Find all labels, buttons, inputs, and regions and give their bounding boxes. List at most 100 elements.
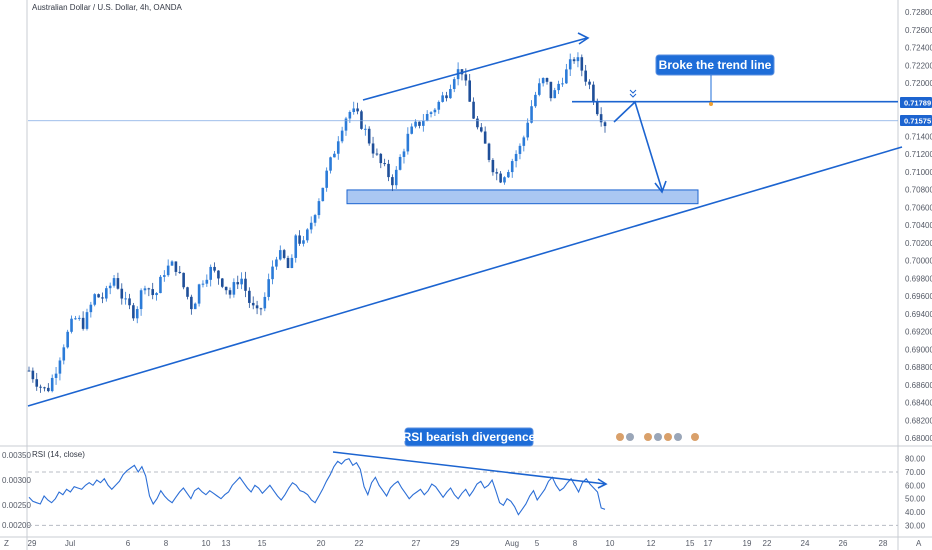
candle-body [190, 296, 193, 310]
candle-body [367, 128, 371, 144]
broke-trend-anchor-dot [709, 102, 713, 106]
candle-body [294, 235, 298, 258]
candle-body [329, 157, 332, 171]
support-zone-group [346, 189, 699, 205]
candle-body [124, 298, 127, 300]
candle-body [159, 276, 162, 294]
last-price-tag: 0.71575 [900, 115, 932, 126]
support-zone [346, 189, 699, 205]
economic-events-icons[interactable] [616, 433, 699, 441]
candle-body [541, 77, 545, 84]
candle-body [464, 74, 468, 81]
candle-body [364, 128, 367, 130]
candle-body [182, 272, 185, 288]
candle-body [39, 386, 42, 388]
candle-body [116, 278, 120, 289]
candle-body [213, 266, 216, 271]
candle-body [379, 153, 383, 164]
candle-body [344, 118, 348, 131]
resistance-price-tag-bg [900, 97, 932, 108]
candle-body [228, 290, 232, 295]
last-price-tag-text: 0.71575 [904, 117, 931, 126]
candle-body [163, 275, 166, 277]
candle-body [244, 278, 247, 291]
candle-body [565, 69, 568, 84]
candle-body [495, 172, 499, 174]
candle-body [278, 250, 282, 260]
rsi-divergence-callout-box [404, 427, 534, 447]
candle-body [371, 143, 375, 154]
event-flag-icon[interactable] [664, 433, 672, 441]
candle-body [27, 370, 31, 372]
time-tick-label: 27 [412, 539, 421, 548]
candle-body [205, 279, 209, 284]
time-tick-label: Aug [505, 539, 519, 548]
candle-body [553, 90, 557, 99]
candle-body [537, 83, 541, 95]
price-tick-label: 0.69600 [905, 292, 932, 301]
price-tick-label: 0.69800 [905, 274, 932, 283]
candle-body [576, 57, 580, 62]
candle-body [275, 259, 278, 267]
timezone-button[interactable]: Z [4, 539, 9, 548]
event-flag-icon[interactable] [674, 433, 682, 441]
trend-drawings [27, 32, 903, 407]
candle-body [479, 127, 483, 132]
rsi-right-tick-label: 30.00 [905, 521, 926, 530]
candle-body [425, 113, 429, 121]
event-flag-icon[interactable] [691, 433, 699, 441]
price-tick-label: 0.68600 [905, 381, 932, 390]
candle-body [503, 177, 506, 183]
resistance-price-tag-text: 0.71789 [904, 99, 931, 108]
price-tick-label: 0.71000 [905, 168, 932, 177]
candle-body [248, 290, 251, 303]
candle-body [391, 177, 394, 186]
rsi-left-tick-label: 0.00200 [2, 521, 31, 530]
rsi-axis[interactable]: 0.00350 0.00300 0.00250 0.00200 80.00 70.00 60… [2, 451, 926, 530]
candle-body [70, 318, 73, 332]
candle-body [588, 81, 591, 85]
candle-body [433, 109, 437, 113]
rsi-divergence-callout[interactable]: RSI bearish divergence [403, 427, 536, 447]
time-tick-label: 29 [28, 539, 37, 548]
candle-body [526, 122, 529, 138]
rsi-left-tick-label: 0.00300 [2, 476, 31, 485]
time-tick-label: 8 [573, 539, 578, 548]
event-flag-icon[interactable] [654, 433, 662, 441]
candle-body [410, 126, 414, 134]
candle-body [487, 143, 491, 160]
candle-body [302, 240, 305, 244]
time-tick-label: 22 [355, 539, 364, 548]
price-tick-label: 0.71400 [905, 132, 932, 141]
candle-body [298, 235, 301, 244]
candle-body [85, 312, 89, 329]
candle-body [31, 370, 35, 380]
candle-body [437, 101, 441, 110]
event-flag-icon[interactable] [644, 433, 652, 441]
candle-body [406, 133, 410, 152]
broke-trend-callout[interactable]: Broke the trend line [655, 54, 775, 106]
candle-body [445, 95, 448, 99]
candle-body [510, 161, 514, 173]
candle-body [309, 222, 313, 230]
price-tick-label: 0.72600 [905, 26, 932, 35]
candle-body [259, 308, 263, 310]
candle-body [352, 108, 356, 112]
price-tick-label: 0.68200 [905, 416, 932, 425]
price-axis[interactable]: 0.728000.726000.724000.722000.720000.718… [905, 8, 932, 443]
rsi-right-tick-label: 50.00 [905, 495, 926, 504]
event-flag-icon[interactable] [626, 433, 634, 441]
broke-trend-callout-text: Broke the trend line [659, 58, 772, 72]
candle-body [592, 84, 595, 103]
rsi-right-tick-label: 70.00 [905, 468, 926, 477]
candle-body [217, 270, 220, 279]
candle-body [170, 261, 174, 266]
scale-settings-icon[interactable]: A [916, 539, 922, 548]
candle-body [460, 69, 464, 75]
time-axis[interactable]: 29 Jul 6 8 10 13 15 20 22 27 29 Aug 5 8 10 12 15 17 19 22 24… [28, 539, 888, 548]
price-tick-label: 0.69200 [905, 328, 932, 337]
price-tick-label: 0.70800 [905, 186, 932, 195]
event-flag-icon[interactable] [616, 433, 624, 441]
